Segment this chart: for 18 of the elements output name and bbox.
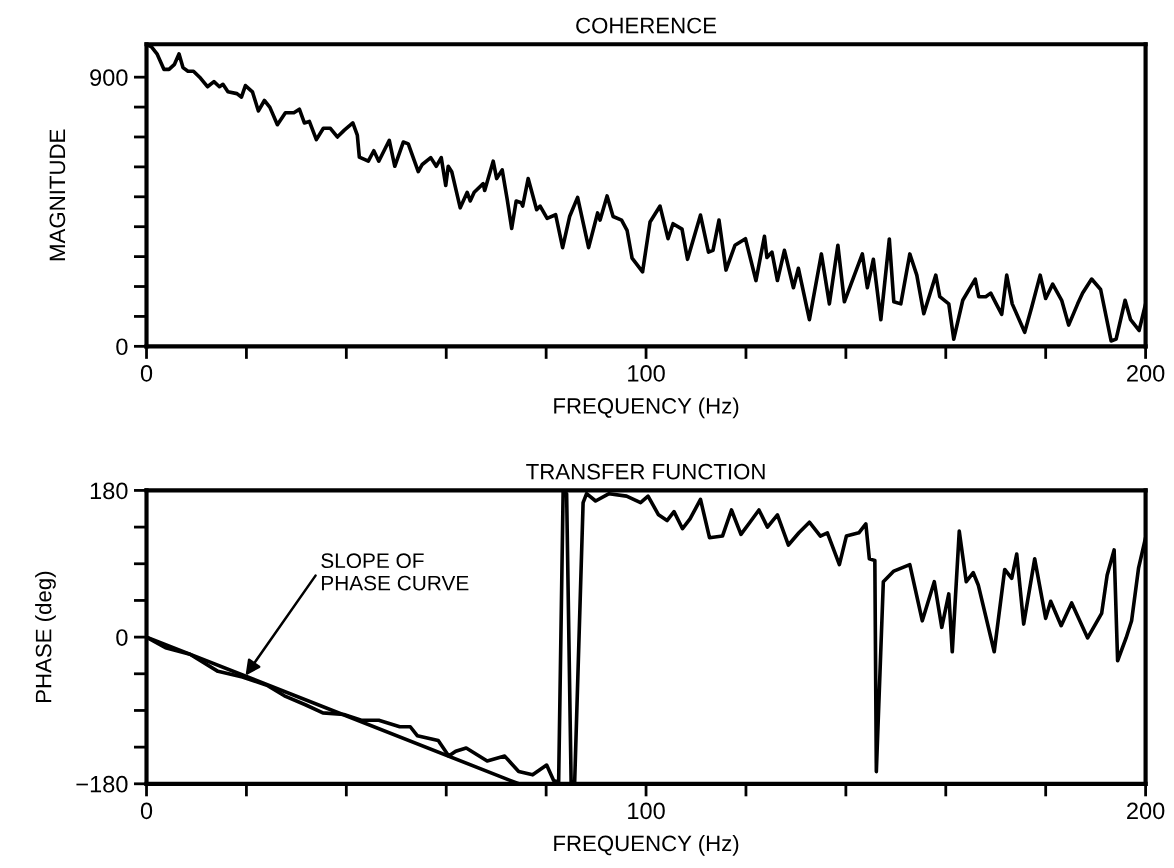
y-axis-title: PHASE (deg) [35,571,56,702]
y-tick-label: 0 [116,629,128,646]
x-tick-label: 200 [1127,802,1165,820]
y-tick-label: 900 [90,69,128,86]
annotation: SLOPE OF PHASE CURVE [321,553,469,591]
y-tick-label: 180 [90,482,128,500]
chart-title: COHERENCE [576,17,717,34]
x-tick-label: 0 [140,365,153,382]
chart-title: TRANSFER FUNCTION [526,463,765,480]
x-tick-label: 200 [1127,365,1165,382]
x-tick-label: 100 [628,365,665,382]
x-axis-title: FREQUENCY (Hz) [554,397,739,419]
y-tick-label: −180 [76,775,128,793]
y-axis-title: MAGNITUDE [49,129,66,261]
x-tick-label: 0 [140,802,153,820]
x-tick-label: 100 [628,802,665,820]
x-axis-title: FREQUENCY (Hz) [554,834,739,856]
y-tick-label: 0 [116,338,128,356]
